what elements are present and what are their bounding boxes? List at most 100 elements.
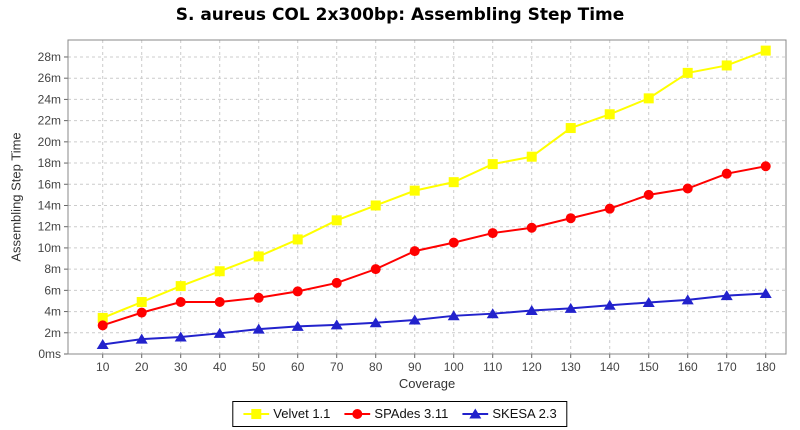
data-point-velvet-1-1 [604,109,615,120]
series-line-velvet-1-1 [102,49,767,319]
data-point-skesa-2-3 [408,314,421,325]
y-tick-label: 22m [38,114,61,128]
y-tick-label: 18m [38,156,61,170]
data-point-spades-3-11 [214,297,225,308]
legend-label: SKESA 2.3 [492,406,557,421]
data-point-spades-3-11 [721,168,732,179]
data-point-velvet-1-1 [409,185,420,196]
y-tick-label: 16m [38,177,61,191]
data-point-spades-3-11 [136,307,147,318]
data-point-velvet-1-1 [292,234,303,245]
x-tick-label: 130 [561,360,581,374]
x-tick-label: 120 [522,360,542,374]
data-point-velvet-1-1 [253,251,264,262]
x-tick-label: 20 [135,360,149,374]
data-point-spades-3-11 [682,183,693,194]
x-tick-label: 70 [330,360,344,374]
x-tick-label: 160 [678,360,698,374]
data-point-skesa-2-3 [720,290,733,301]
data-point-skesa-2-3 [759,288,772,299]
x-tick-label: 10 [96,360,110,374]
data-point-spades-3-11 [370,264,381,275]
data-point-velvet-1-1 [565,123,576,134]
data-point-spades-3-11 [487,228,498,239]
circle-marker-icon [344,409,371,419]
data-point-velvet-1-1 [526,151,537,162]
data-point-velvet-1-1 [448,177,459,188]
data-point-skesa-2-3 [369,317,382,328]
data-point-velvet-1-1 [331,215,342,226]
legend-marker [251,409,262,419]
x-tick-label: 60 [291,360,305,374]
x-tick-label: 100 [444,360,464,374]
y-tick-label: 24m [38,92,61,106]
data-point-spades-3-11 [331,277,342,288]
y-tick-label: 2m [44,326,61,340]
data-point-spades-3-11 [604,203,615,214]
y-tick-label: 26m [38,71,61,85]
square-marker-icon [243,409,270,419]
data-point-spades-3-11 [565,213,576,224]
data-point-velvet-1-1 [682,67,693,78]
data-point-velvet-1-1 [97,312,108,323]
legend: Velvet 1.1 SPAdes 3.11 SKESA 2.3 [232,401,568,427]
legend-item-spades-3-11: SPAdes 3.11 [344,406,449,421]
legend-label: SPAdes 3.11 [374,406,449,421]
data-point-skesa-2-3 [603,299,616,310]
x-axis-title: Coverage [398,376,456,391]
y-tick-label: 14m [38,198,61,212]
data-point-spades-3-11 [253,292,264,303]
x-tick-label: 80 [369,360,383,374]
data-point-velvet-1-1 [136,297,147,308]
data-point-skesa-2-3 [252,323,265,334]
x-tick-label: 50 [252,360,266,374]
data-point-spades-3-11 [643,189,654,200]
data-point-spades-3-11 [448,237,459,248]
legend-item-velvet-1-1: Velvet 1.1 [243,406,331,421]
series-line-skesa-2-3 [102,292,766,346]
data-point-velvet-1-1 [370,200,381,211]
data-point-skesa-2-3 [447,310,460,321]
y-tick-label: 6m [44,283,61,297]
x-tick-label: 90 [408,360,422,374]
x-tick-label: 30 [174,360,188,374]
y-tick-label: 0ms [38,347,61,361]
data-point-spades-3-11 [409,246,420,257]
chart-title: S. aureus COL 2x300bp: Assembling Step T… [175,5,625,25]
plot-border [67,39,787,355]
data-point-spades-3-11 [175,297,186,308]
y-tick-label: 20m [38,135,61,149]
data-point-skesa-2-3 [330,319,343,330]
data-point-skesa-2-3 [213,327,226,338]
data-point-spades-3-11 [292,286,303,297]
data-point-skesa-2-3 [135,333,148,344]
data-point-skesa-2-3 [564,302,577,313]
data-point-skesa-2-3 [525,305,538,316]
data-point-spades-3-11 [97,320,108,331]
data-point-velvet-1-1 [175,281,186,292]
data-point-skesa-2-3 [681,294,694,305]
series-line-spades-3-11 [102,165,766,327]
triangle-marker-icon [462,408,489,419]
y-axis-title: Assembling Step Time [8,132,24,262]
y-tick-label: 10m [38,241,61,255]
y-tick-label: 4m [44,305,61,319]
legend-marker [469,408,482,419]
data-point-velvet-1-1 [721,60,732,71]
data-point-velvet-1-1 [643,93,654,104]
legend-label: Velvet 1.1 [273,406,331,421]
legend-marker [352,409,363,419]
y-tick-label: 28m [38,50,61,64]
data-point-skesa-2-3 [96,338,109,349]
x-tick-label: 110 [483,360,502,374]
x-tick-label: 150 [639,360,659,374]
y-tick-label: 8m [44,262,61,276]
data-point-skesa-2-3 [174,331,187,342]
x-tick-label: 170 [717,360,737,374]
x-tick-label: 140 [600,360,620,374]
data-point-velvet-1-1 [760,45,771,56]
data-point-velvet-1-1 [487,159,498,170]
data-point-skesa-2-3 [486,308,499,319]
x-tick-label: 40 [213,360,227,374]
